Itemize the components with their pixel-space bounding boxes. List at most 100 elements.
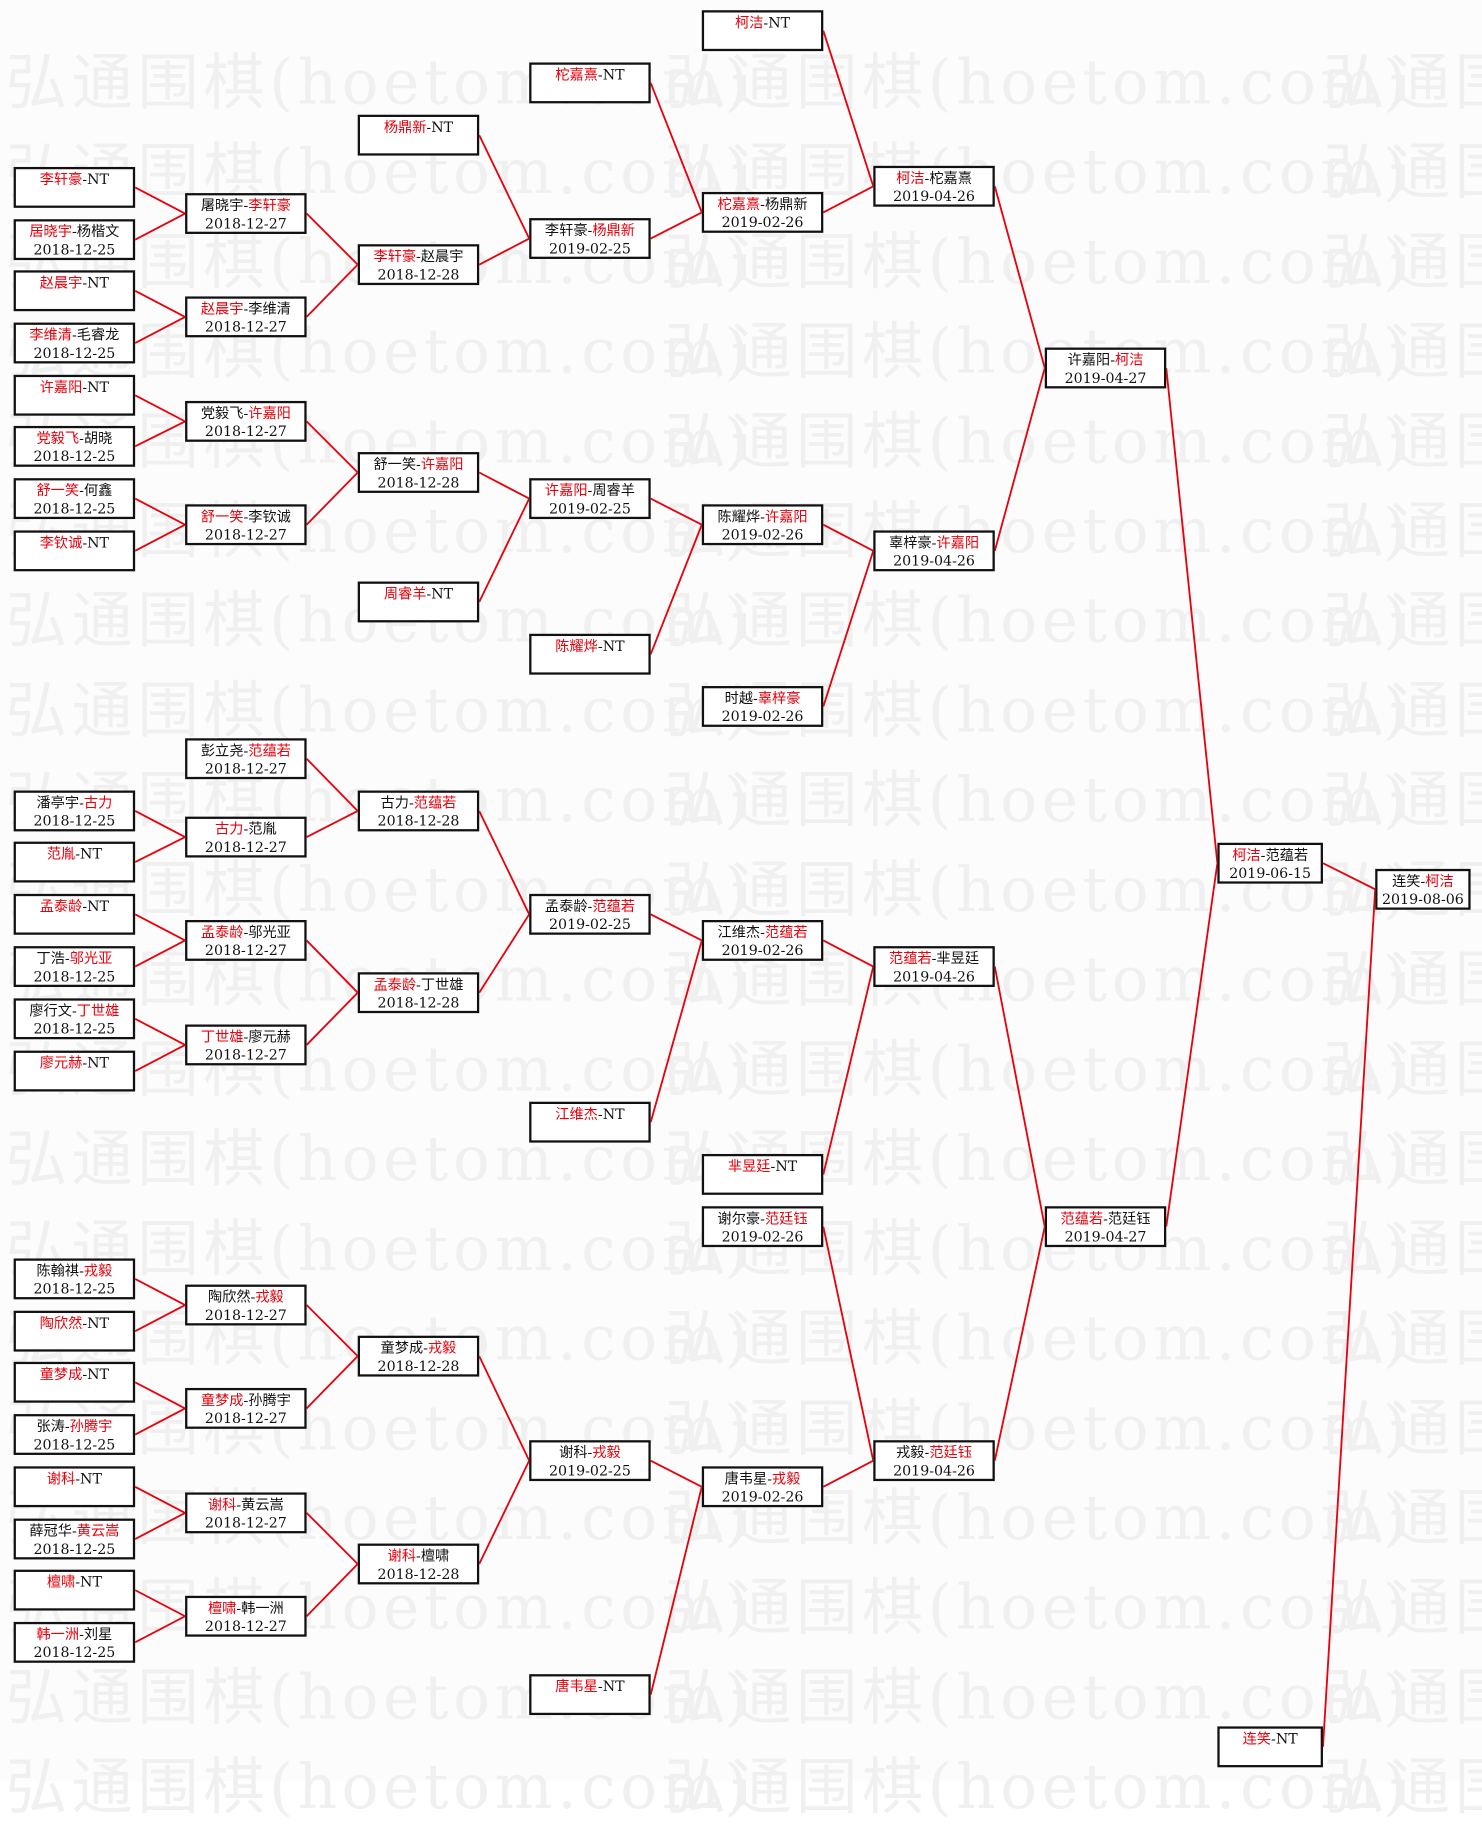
player-2: NT xyxy=(87,1054,110,1072)
watermark-text: 弘通围棋(hoetom.com) xyxy=(1322,136,1482,208)
match-box: 党毅飞-许嘉阳 2018-12-27 xyxy=(185,400,307,442)
player-1: 丁浩 xyxy=(36,949,65,967)
player-1: 廖行文 xyxy=(29,1001,72,1019)
match-box: 辜梓豪-许嘉阳 2019-04-26 xyxy=(873,530,995,572)
separator: - xyxy=(416,455,421,473)
player-1: 许嘉阳 xyxy=(39,378,83,396)
match-players: 范蕴若-芈昱廷 xyxy=(876,950,993,968)
match-box: 舒一笑-许嘉阳 2018-12-28 xyxy=(357,452,480,493)
separator: - xyxy=(597,65,603,83)
player-1: 谢科 xyxy=(207,1495,237,1513)
player-1: 范蕴若 xyxy=(1060,1209,1104,1227)
bracket-connector xyxy=(478,1460,531,1565)
bracket-connector xyxy=(822,550,875,707)
match-date: 2018-12-28 xyxy=(377,993,460,1011)
player-1: 陶欣然 xyxy=(39,1314,83,1332)
match-box: 江维杰-范蕴若 2019-02-26 xyxy=(701,919,824,961)
watermark-text: 弘通围棋(hoetom.com) xyxy=(1322,1482,1482,1554)
player-2: NT xyxy=(602,65,625,83)
player-1: 赵晨宇 xyxy=(200,299,244,317)
match-players: 谢科-黄云嵩 xyxy=(187,1496,304,1514)
separator: - xyxy=(243,923,249,941)
match-players: 孟泰龄-范蕴若 xyxy=(531,897,648,915)
match-players: 陈翰祺-戎毅 xyxy=(16,1262,133,1280)
separator: - xyxy=(597,1677,603,1695)
bracket-connector xyxy=(1165,367,1219,864)
player-1: 孟泰龄 xyxy=(39,897,83,915)
bracket-connector xyxy=(993,1226,1046,1461)
match-date: 2019-02-26 xyxy=(721,941,804,959)
match-date xyxy=(360,603,477,621)
bracket-connector xyxy=(822,185,874,214)
separator: - xyxy=(64,1417,70,1435)
player-2: NT xyxy=(602,1677,625,1695)
bracket-connector xyxy=(134,1278,186,1306)
match-date: 2018-12-25 xyxy=(33,344,116,362)
match-date: 2018-12-28 xyxy=(377,1565,460,1583)
bracket-connector xyxy=(134,1615,186,1644)
match-date: 2019-04-26 xyxy=(893,967,975,985)
separator: - xyxy=(243,1027,249,1045)
bracket-connector xyxy=(822,1459,874,1488)
player-2: 范蕴若 xyxy=(764,923,808,941)
match-date: 2019-04-27 xyxy=(1064,1227,1147,1245)
match-players: 檀啸-NT xyxy=(16,1573,133,1591)
match-date: 2018-12-28 xyxy=(377,812,460,830)
separator: - xyxy=(587,221,593,239)
separator: - xyxy=(236,1599,242,1617)
player-1: 范胤 xyxy=(46,845,76,863)
match-players: 江维杰-NT xyxy=(531,1105,648,1123)
match-date xyxy=(16,863,133,881)
watermark-text: 弘通围棋(hoetom.com) xyxy=(1322,674,1482,747)
player-2: 李钦诚 xyxy=(248,507,291,525)
bracket-connector xyxy=(134,1018,186,1046)
bracket-connector xyxy=(134,212,186,241)
match-date: 2019-02-26 xyxy=(721,525,804,543)
player-2: 李维清 xyxy=(248,299,291,317)
player-2: NT xyxy=(80,1573,102,1591)
player-1: 童梦成 xyxy=(39,1365,83,1383)
match-players: 童梦成-NT xyxy=(16,1365,133,1383)
separator: - xyxy=(423,1339,428,1357)
player-2: 胡晓 xyxy=(83,429,113,447)
match-date xyxy=(531,1123,648,1141)
player-2: 柯洁 xyxy=(1114,350,1144,368)
player-2: 毛睿龙 xyxy=(76,325,120,344)
watermark-text: 弘通围棋(hoetom.com) xyxy=(664,1033,1412,1106)
bracket-connector xyxy=(305,992,359,1046)
match-players: 舒一笑-何鑫 xyxy=(16,482,133,500)
match-date: 2018-12-27 xyxy=(204,1617,287,1635)
match-players: 童梦成-戎毅 xyxy=(360,1339,477,1357)
bracket-connector xyxy=(1322,889,1377,1747)
match-box: 陈翰祺-戎毅 2018-12-25 xyxy=(13,1258,136,1300)
match-date: 2018-12-27 xyxy=(204,838,287,856)
player-2: NT xyxy=(87,1365,110,1383)
player-2: 戎毅 xyxy=(427,1339,457,1357)
match-box: 韩一洲-刘星 2018-12-25 xyxy=(13,1621,136,1663)
match-players: 薛冠华-黄云嵩 xyxy=(16,1522,133,1540)
bracket-connector xyxy=(134,316,186,344)
match-players: 赵晨宇-李维清 xyxy=(187,300,304,318)
player-2: 杨楷文 xyxy=(76,222,120,240)
separator: - xyxy=(71,1521,77,1540)
player-2: NT xyxy=(431,118,454,136)
match-box: 彭立尧-范蕴若 2018-12-27 xyxy=(185,738,307,780)
match-date: 2018-12-27 xyxy=(204,422,287,440)
match-players: 连笑-柯洁 xyxy=(1377,872,1468,890)
match-box: 舒一笑-何鑫 2018-12-25 xyxy=(13,478,136,520)
player-2: NT xyxy=(602,1105,625,1123)
bracket-connector xyxy=(134,186,186,215)
player-1: 檀啸 xyxy=(207,1599,237,1617)
match-box: 张涛-孙腾宇 2018-12-25 xyxy=(13,1414,136,1455)
bracket-connector xyxy=(134,1512,186,1540)
separator: - xyxy=(587,481,593,499)
player-1: 舒一笑 xyxy=(200,507,244,525)
match-players: 赵晨宇-NT xyxy=(16,274,133,292)
match-date: 2018-12-25 xyxy=(33,1540,116,1558)
player-2: 周睿羊 xyxy=(592,481,635,499)
match-players: 杨鼎新-NT xyxy=(360,118,477,136)
separator: - xyxy=(416,1546,421,1564)
match-players: 江维杰-范蕴若 xyxy=(704,923,821,941)
match-box: 党毅飞-胡晓 2018-12-25 xyxy=(13,425,136,467)
bracket-connector xyxy=(305,420,359,474)
